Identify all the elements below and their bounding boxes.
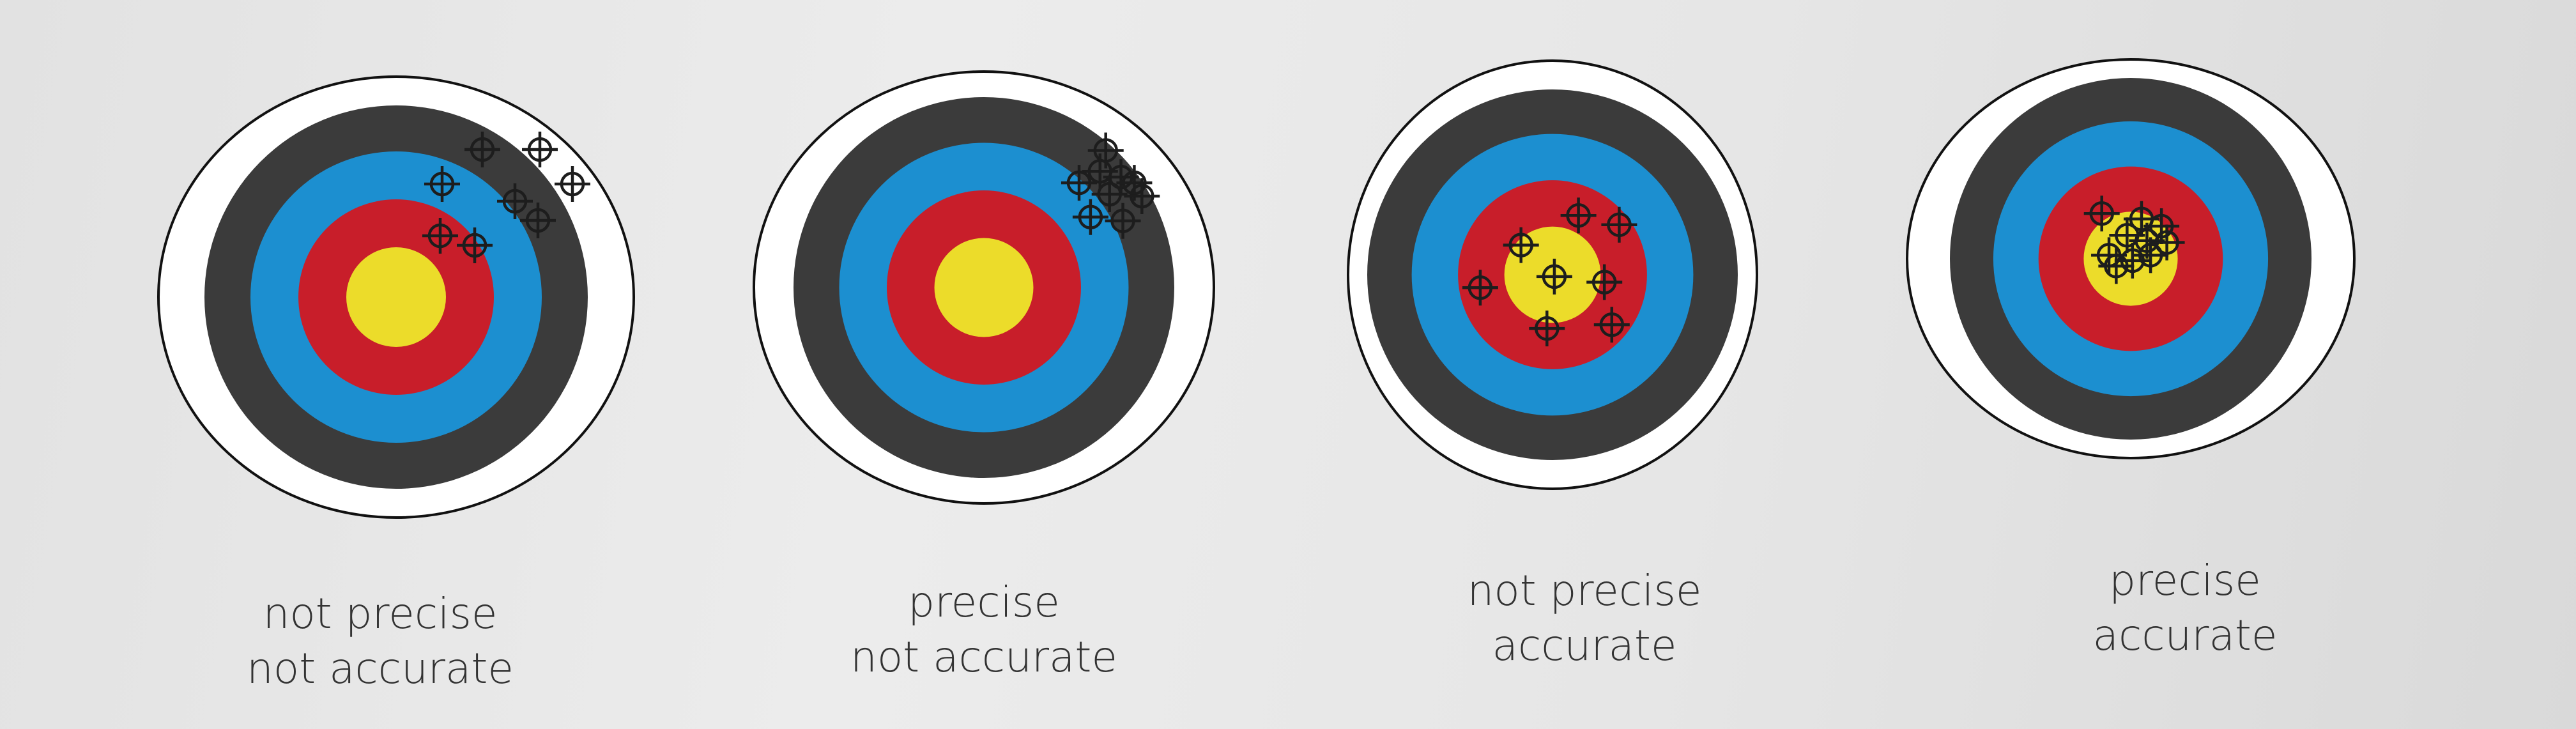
- crosshair-icon: [2114, 242, 2150, 279]
- crosshair-icon: [497, 183, 533, 219]
- caption-precise-accurate: precise accurate: [1961, 553, 2409, 663]
- crosshair-icon: [2098, 248, 2135, 284]
- crosshair-icon: [2129, 222, 2165, 259]
- crosshair-icon: [1462, 270, 1498, 306]
- caption-line-1: not precise: [1467, 566, 1702, 615]
- target-2: [753, 70, 1215, 505]
- caption-line-2: not accurate: [850, 633, 1117, 682]
- crosshair-icon: [1105, 203, 1141, 239]
- crosshair-icon: [1586, 264, 1623, 300]
- crosshair-icon: [422, 218, 458, 254]
- gold-center: [934, 238, 1034, 337]
- crosshair-icon: [520, 203, 556, 238]
- crosshair-icon: [1560, 197, 1597, 234]
- crosshair-icon: [457, 227, 493, 263]
- crosshair-icon: [1503, 227, 1539, 263]
- caption-line-2: not accurate: [247, 644, 514, 693]
- caption-precise-not-accurate: precise not accurate: [760, 575, 1208, 685]
- crosshair-icon: [1124, 178, 1160, 214]
- caption-line-1: precise: [908, 578, 1060, 627]
- crosshair-icon: [1529, 311, 1565, 347]
- crosshair-icon: [1061, 165, 1097, 201]
- crosshair-icon: [1601, 206, 1637, 243]
- crosshair-icon: [555, 166, 590, 202]
- target-1: [157, 75, 635, 519]
- caption-not-precise-accurate: not precise accurate: [1361, 564, 1808, 673]
- crosshair-icon: [522, 132, 558, 167]
- crosshair-icon: [1072, 199, 1108, 235]
- caption-line-1: not precise: [263, 589, 498, 638]
- crosshair-icon: [2143, 208, 2180, 245]
- crosshair-icon: [1593, 307, 1630, 343]
- target-3: [1347, 59, 1758, 490]
- caption-line-1: precise: [2109, 556, 2261, 605]
- crosshair-icon: [1091, 176, 1128, 212]
- crosshair-icon: [424, 166, 460, 202]
- crosshair-icon: [2133, 237, 2169, 273]
- caption-not-precise-not-accurate: not precise not accurate: [157, 587, 604, 696]
- caption-line-2: accurate: [2092, 611, 2278, 660]
- crosshair-icon: [2083, 196, 2120, 232]
- crosshair-icon: [464, 132, 500, 167]
- crosshair-icon: [1536, 258, 1572, 295]
- gold-center: [1504, 226, 1601, 323]
- target-4: [1906, 58, 2356, 459]
- caption-line-2: accurate: [1492, 621, 1677, 670]
- gold-center: [346, 247, 446, 347]
- crosshair-icon: [1116, 165, 1153, 201]
